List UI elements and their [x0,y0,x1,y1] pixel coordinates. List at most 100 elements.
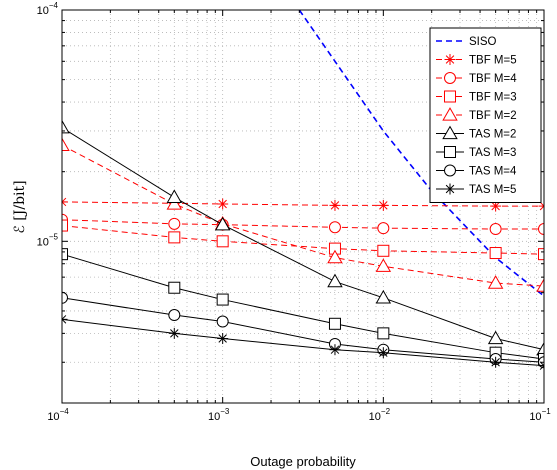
asterisk-marker [538,200,544,212]
triangle-marker [375,289,392,304]
asterisk-stroke [62,197,67,203]
legend-item: TAS M=5 [436,183,516,196]
triangle-marker [487,275,504,289]
circle-marker [168,217,181,230]
asterisk-marker [538,360,544,372]
asterisk-marker [168,327,180,339]
circle-marker [444,72,456,84]
square-marker [62,248,68,261]
series-tas-m-2 [62,119,544,356]
legend-label: TBF M=3 [469,92,517,104]
legend-label: TAS M=4 [469,166,517,178]
legend-item: SISO [436,36,497,48]
legend: SISO TBF M=5 TBF M=4 TBF M=3 TBF M=2 TAS M=2 T… [429,27,542,203]
asterisk-stroke [539,205,544,211]
legend-item: TAS M=3 [436,146,516,159]
asterisk-marker [377,347,389,359]
square-marker [216,235,229,248]
triangle-marker [536,278,544,292]
legend-item: TAS M=2 [436,125,516,141]
legend-label: TBF M=4 [469,73,517,85]
triangle-marker [536,341,544,356]
triangle-marker [214,216,231,231]
asterisk-stroke [62,315,67,321]
triangle-marker [62,137,70,151]
legend-item: TBF M=4 [436,72,517,85]
square-marker [168,281,181,294]
square-marker [216,293,229,306]
asterisk-marker [329,344,341,356]
asterisk-stroke [491,201,500,211]
asterisk-stroke [218,199,227,209]
legend-label: TAS M=3 [469,147,516,159]
circle-marker [216,315,229,328]
asterisk-marker [217,333,229,345]
square-marker [444,146,456,158]
legend-item: TBF M=3 [436,90,517,104]
plot-frame [61,9,545,404]
y-tick-label: 10−5 [37,232,59,248]
legend-label: TAS M=2 [469,129,516,141]
asterisk-marker [444,183,456,195]
triangle-marker [487,330,504,345]
triangle-marker [327,249,343,264]
asterisk-marker [377,199,389,211]
series-tas-m-5 [62,313,544,372]
asterisk-stroke [539,364,544,370]
asterisk-stroke [62,318,67,324]
x-tick-label: 10−3 [208,407,230,423]
circle-marker [444,164,456,177]
asterisk-marker [217,198,229,210]
square-marker [377,244,390,257]
asterisk-marker [62,196,68,208]
square-marker [538,248,544,261]
triangle-marker [442,107,458,121]
legend-item: TAS M=4 [436,164,517,178]
legend-item: TBF M=2 [436,107,517,122]
triangle-marker [375,258,392,272]
square-marker [328,317,341,330]
x-tick-label: 10−1 [529,407,551,423]
series-tas-m-3 [62,248,544,365]
legend-label: TBF M=2 [469,110,517,122]
circle-marker [489,223,502,236]
circle-marker [377,222,390,235]
triangle-marker [327,273,343,288]
triangle-marker [62,119,70,134]
asterisk-marker [490,356,502,368]
asterisk-stroke [218,334,227,343]
legend-item: TBF M=5 [436,54,517,67]
legend-label: TAS M=5 [469,184,516,196]
legend-label: TBF M=5 [469,55,517,67]
asterisk-stroke [491,358,500,367]
square-marker [168,231,181,244]
y-axis-label: ℰ [J/bit] [12,180,28,233]
asterisk-marker [62,313,68,325]
triangle-marker [442,125,458,140]
asterisk-stroke [539,201,544,207]
square-marker [377,327,390,340]
asterisk-stroke [330,345,340,354]
asterisk-stroke [445,55,455,64]
x-tick-label: 10−4 [47,407,69,423]
square-marker [489,247,502,260]
circle-marker [328,221,341,234]
asterisk-stroke [379,201,388,210]
circle-marker [538,223,544,236]
square-marker [444,90,456,103]
ticks: 10−4 10−3 10−2 10−1 10−5 10−4 [37,1,552,423]
triangle-marker [166,196,183,210]
asterisk-stroke [330,201,340,210]
x-axis-label: Outage probability [250,454,356,469]
triangle-marker [166,189,183,203]
asterisk-stroke [379,348,388,357]
asterisk-marker [444,54,456,65]
square-marker [62,219,68,232]
legend-label: SISO [469,36,497,48]
asterisk-stroke [445,184,455,194]
asterisk-stroke [170,329,179,338]
asterisk-stroke [539,361,544,367]
asterisk-stroke [62,201,67,207]
circle-marker [62,291,68,304]
